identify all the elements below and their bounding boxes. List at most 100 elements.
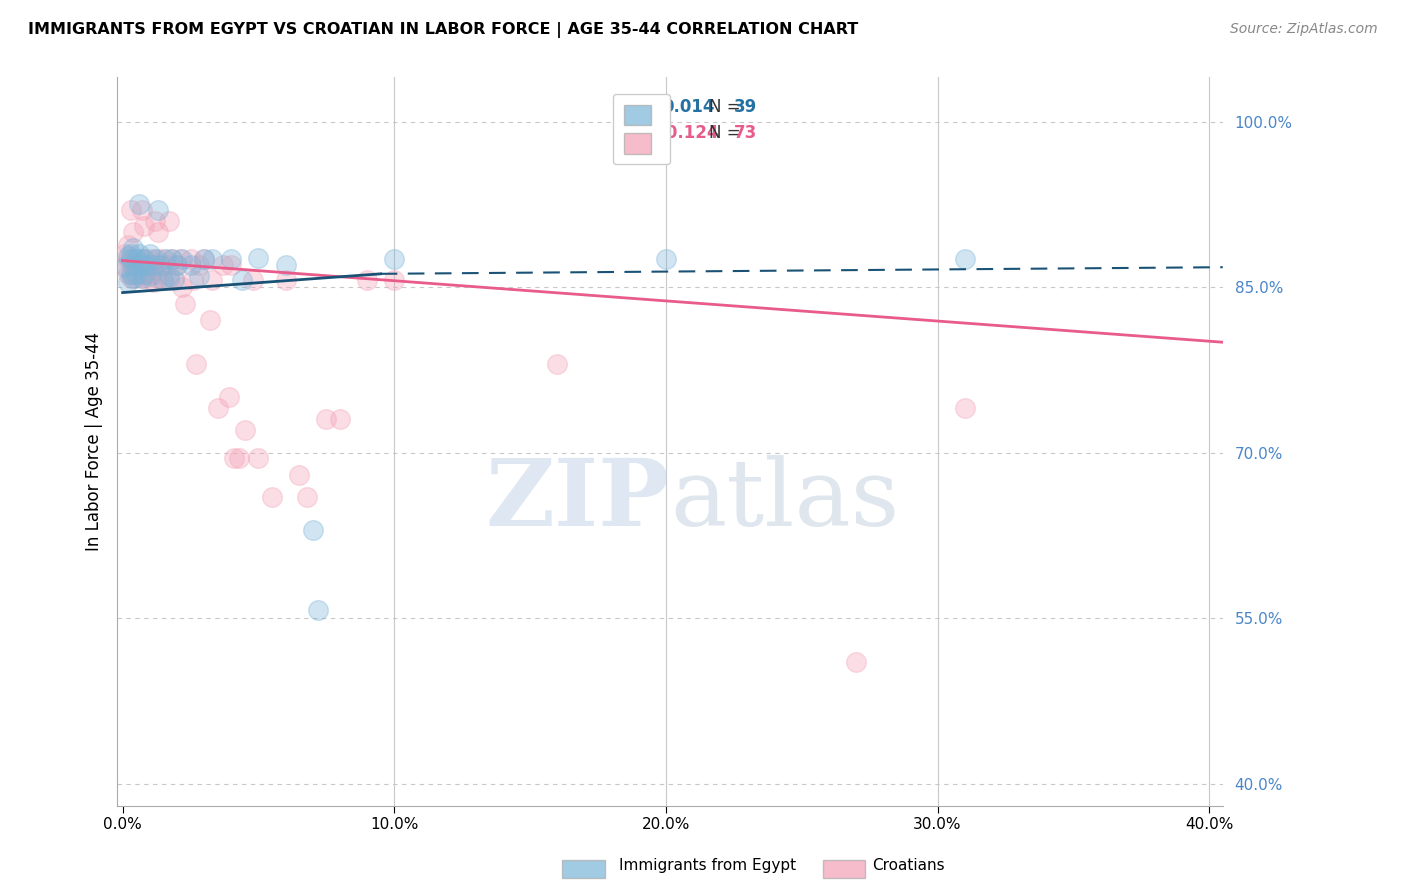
Point xyxy=(146,271,169,285)
Point xyxy=(114,260,136,275)
Point xyxy=(193,252,215,267)
Point xyxy=(122,271,145,285)
Point xyxy=(139,247,162,261)
Point xyxy=(134,252,156,267)
Point xyxy=(120,258,142,272)
Point xyxy=(180,252,202,267)
Point xyxy=(222,451,245,466)
Point xyxy=(307,603,329,617)
Text: Immigrants from Egypt: Immigrants from Egypt xyxy=(619,858,796,872)
Point xyxy=(141,275,163,289)
Point xyxy=(122,252,145,267)
Text: Source: ZipAtlas.com: Source: ZipAtlas.com xyxy=(1230,22,1378,37)
Point xyxy=(152,273,174,287)
Text: R =: R = xyxy=(631,124,662,142)
Point xyxy=(131,258,153,272)
Point xyxy=(172,252,194,267)
Point xyxy=(274,258,297,272)
Point xyxy=(117,238,139,252)
Point xyxy=(187,258,209,272)
Point xyxy=(228,451,250,466)
Point xyxy=(141,258,163,272)
Point xyxy=(128,247,150,261)
Point xyxy=(117,267,139,281)
Point xyxy=(134,267,156,281)
Point xyxy=(122,258,145,272)
Point xyxy=(122,242,145,256)
Point xyxy=(180,258,202,272)
Point xyxy=(219,258,242,272)
Point xyxy=(122,225,145,239)
Point xyxy=(356,273,378,287)
Point xyxy=(160,252,183,267)
Text: N =: N = xyxy=(709,97,741,116)
Point xyxy=(174,296,197,310)
Point xyxy=(134,252,156,267)
Point xyxy=(160,252,183,267)
Point xyxy=(163,273,186,287)
Point xyxy=(212,258,235,272)
Point xyxy=(139,268,162,283)
Point xyxy=(546,357,568,371)
Text: 73: 73 xyxy=(734,124,758,142)
Point xyxy=(117,249,139,263)
Point xyxy=(131,258,153,272)
Point xyxy=(845,655,868,669)
Point xyxy=(122,267,145,281)
Point xyxy=(169,252,191,267)
Point xyxy=(152,252,174,267)
Point xyxy=(139,267,162,281)
Point xyxy=(247,451,270,466)
Point xyxy=(201,252,224,267)
Point xyxy=(131,271,153,285)
Point xyxy=(231,273,253,287)
Point xyxy=(166,258,188,272)
Point xyxy=(233,424,256,438)
Point xyxy=(193,252,215,267)
Point xyxy=(143,252,166,267)
Point xyxy=(274,273,297,287)
Point xyxy=(131,202,153,217)
Point xyxy=(155,258,177,272)
Point xyxy=(136,258,159,272)
Point xyxy=(953,252,976,267)
Text: atlas: atlas xyxy=(671,455,900,545)
Point xyxy=(288,467,311,482)
Point xyxy=(134,267,156,281)
Point xyxy=(120,271,142,285)
Point xyxy=(157,273,180,287)
Point xyxy=(139,252,162,267)
Point xyxy=(136,271,159,285)
Point xyxy=(242,273,264,287)
Point xyxy=(114,247,136,261)
Point xyxy=(149,258,172,272)
Text: N =: N = xyxy=(709,124,741,142)
Text: 0.014: 0.014 xyxy=(662,97,714,116)
Point xyxy=(114,258,136,272)
Point xyxy=(218,391,240,405)
Point xyxy=(382,252,405,267)
Point xyxy=(184,357,207,371)
Point xyxy=(163,271,186,285)
Point xyxy=(120,267,142,281)
Point xyxy=(247,252,270,266)
Point xyxy=(201,273,224,287)
Point xyxy=(198,313,221,327)
Point xyxy=(125,271,148,285)
Point xyxy=(134,219,156,234)
Text: 39: 39 xyxy=(734,97,758,116)
Point xyxy=(382,273,405,287)
Point xyxy=(152,273,174,287)
Point xyxy=(219,252,242,267)
Point xyxy=(315,412,337,426)
Text: ZIP: ZIP xyxy=(485,455,671,545)
Point xyxy=(131,271,153,285)
Point xyxy=(125,267,148,281)
Point xyxy=(141,258,163,272)
Point xyxy=(143,214,166,228)
Point xyxy=(655,252,678,267)
Point xyxy=(157,214,180,228)
Point xyxy=(128,267,150,281)
Legend: , : , xyxy=(613,94,671,164)
Point xyxy=(125,252,148,267)
